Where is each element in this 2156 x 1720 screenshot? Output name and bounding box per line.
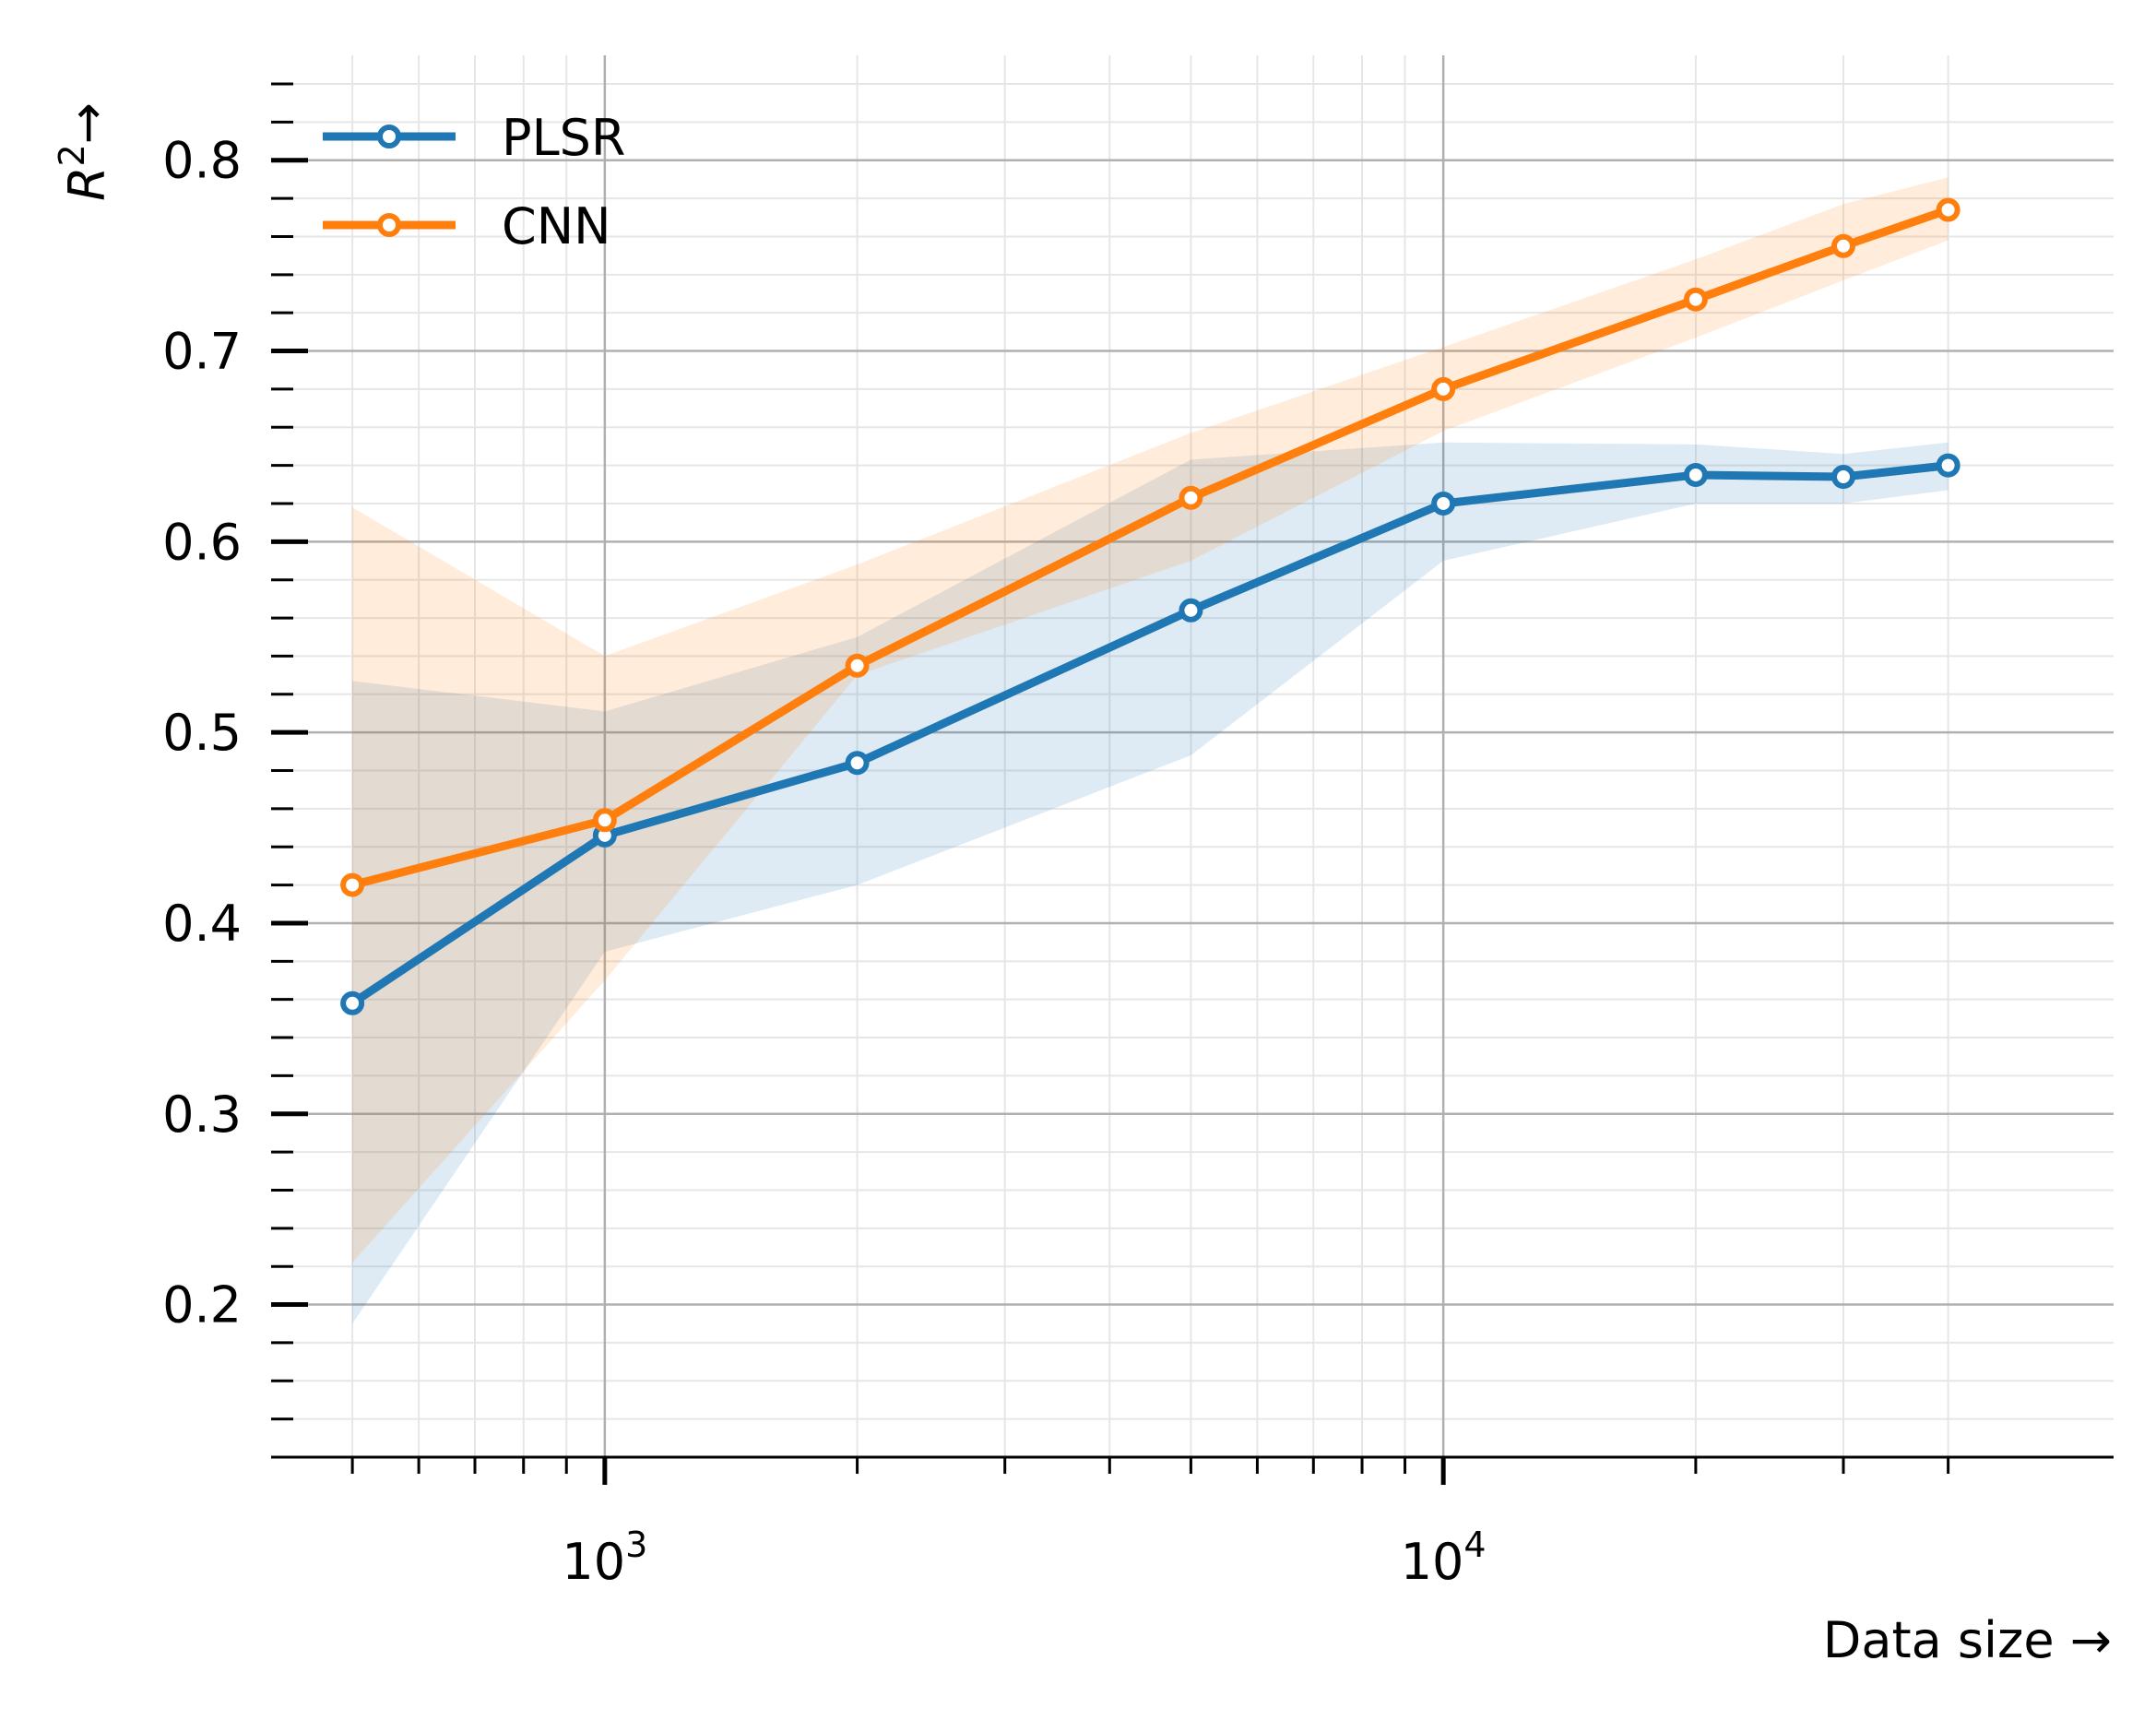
y-axis-label-base: R xyxy=(58,166,116,201)
series-markers xyxy=(340,197,1961,1015)
marker-cnn xyxy=(1831,233,1856,258)
y-tick-label: 0.7 xyxy=(162,323,242,381)
legend: PLSR CNN xyxy=(323,109,625,255)
legend-label-plsr: PLSR xyxy=(502,109,625,167)
y-tick-label: 0.6 xyxy=(162,513,242,571)
y-axis-label-arrow: → xyxy=(58,102,116,144)
line-plsr xyxy=(348,461,1953,1008)
marker-cnn xyxy=(1683,287,1708,312)
marker-cnn xyxy=(1431,376,1456,401)
confidence-bands xyxy=(352,177,1949,1324)
marker-plsr xyxy=(1179,598,1203,623)
band-plsr xyxy=(352,442,1949,1324)
series-lines xyxy=(348,206,1953,1008)
x-tick-label-exponent: 3 xyxy=(625,1524,647,1565)
marker-plsr xyxy=(1831,465,1856,490)
major-grid xyxy=(271,55,2114,1457)
marker-plsr xyxy=(1683,462,1708,487)
y-tick-label: 0.8 xyxy=(162,132,242,190)
y-axis-label-exponent: 2 xyxy=(52,144,92,166)
x-axis-ticks xyxy=(350,1457,1950,1485)
y-tick-label: 0.3 xyxy=(162,1085,242,1144)
minor-grid xyxy=(271,55,2114,1458)
x-tick-label-base: 10 xyxy=(1401,1533,1464,1591)
marker-cnn xyxy=(340,872,365,897)
marker-plsr xyxy=(1936,453,1961,478)
y-tick-label: 0.2 xyxy=(162,1276,242,1334)
x-tick-label-exponent: 4 xyxy=(1463,1524,1486,1565)
y-axis-label: R2→ xyxy=(52,102,116,201)
y-tick-label: 0.4 xyxy=(162,895,242,953)
x-tick-label-base: 10 xyxy=(562,1533,625,1591)
marker-cnn xyxy=(592,808,617,833)
x-tick-label-10000: 104 xyxy=(1401,1524,1487,1591)
band-cnn xyxy=(352,177,1949,1263)
marker-cnn xyxy=(1936,197,1961,222)
marker-plsr xyxy=(845,751,870,776)
marker-plsr xyxy=(1431,491,1456,516)
line-cnn xyxy=(348,206,1953,890)
x-axis-label: Data size → xyxy=(1823,1611,2112,1669)
y-tick-label: 0.5 xyxy=(162,704,242,762)
legend-label-cnn: CNN xyxy=(502,197,611,255)
y-axis-ticks xyxy=(271,82,308,1459)
legend-marker-cnn xyxy=(377,213,401,237)
marker-plsr xyxy=(340,990,365,1015)
marker-cnn xyxy=(1179,485,1203,510)
x-tick-label-1000: 103 xyxy=(562,1524,647,1591)
marker-cnn xyxy=(845,653,870,678)
legend-marker-plsr xyxy=(377,125,401,148)
